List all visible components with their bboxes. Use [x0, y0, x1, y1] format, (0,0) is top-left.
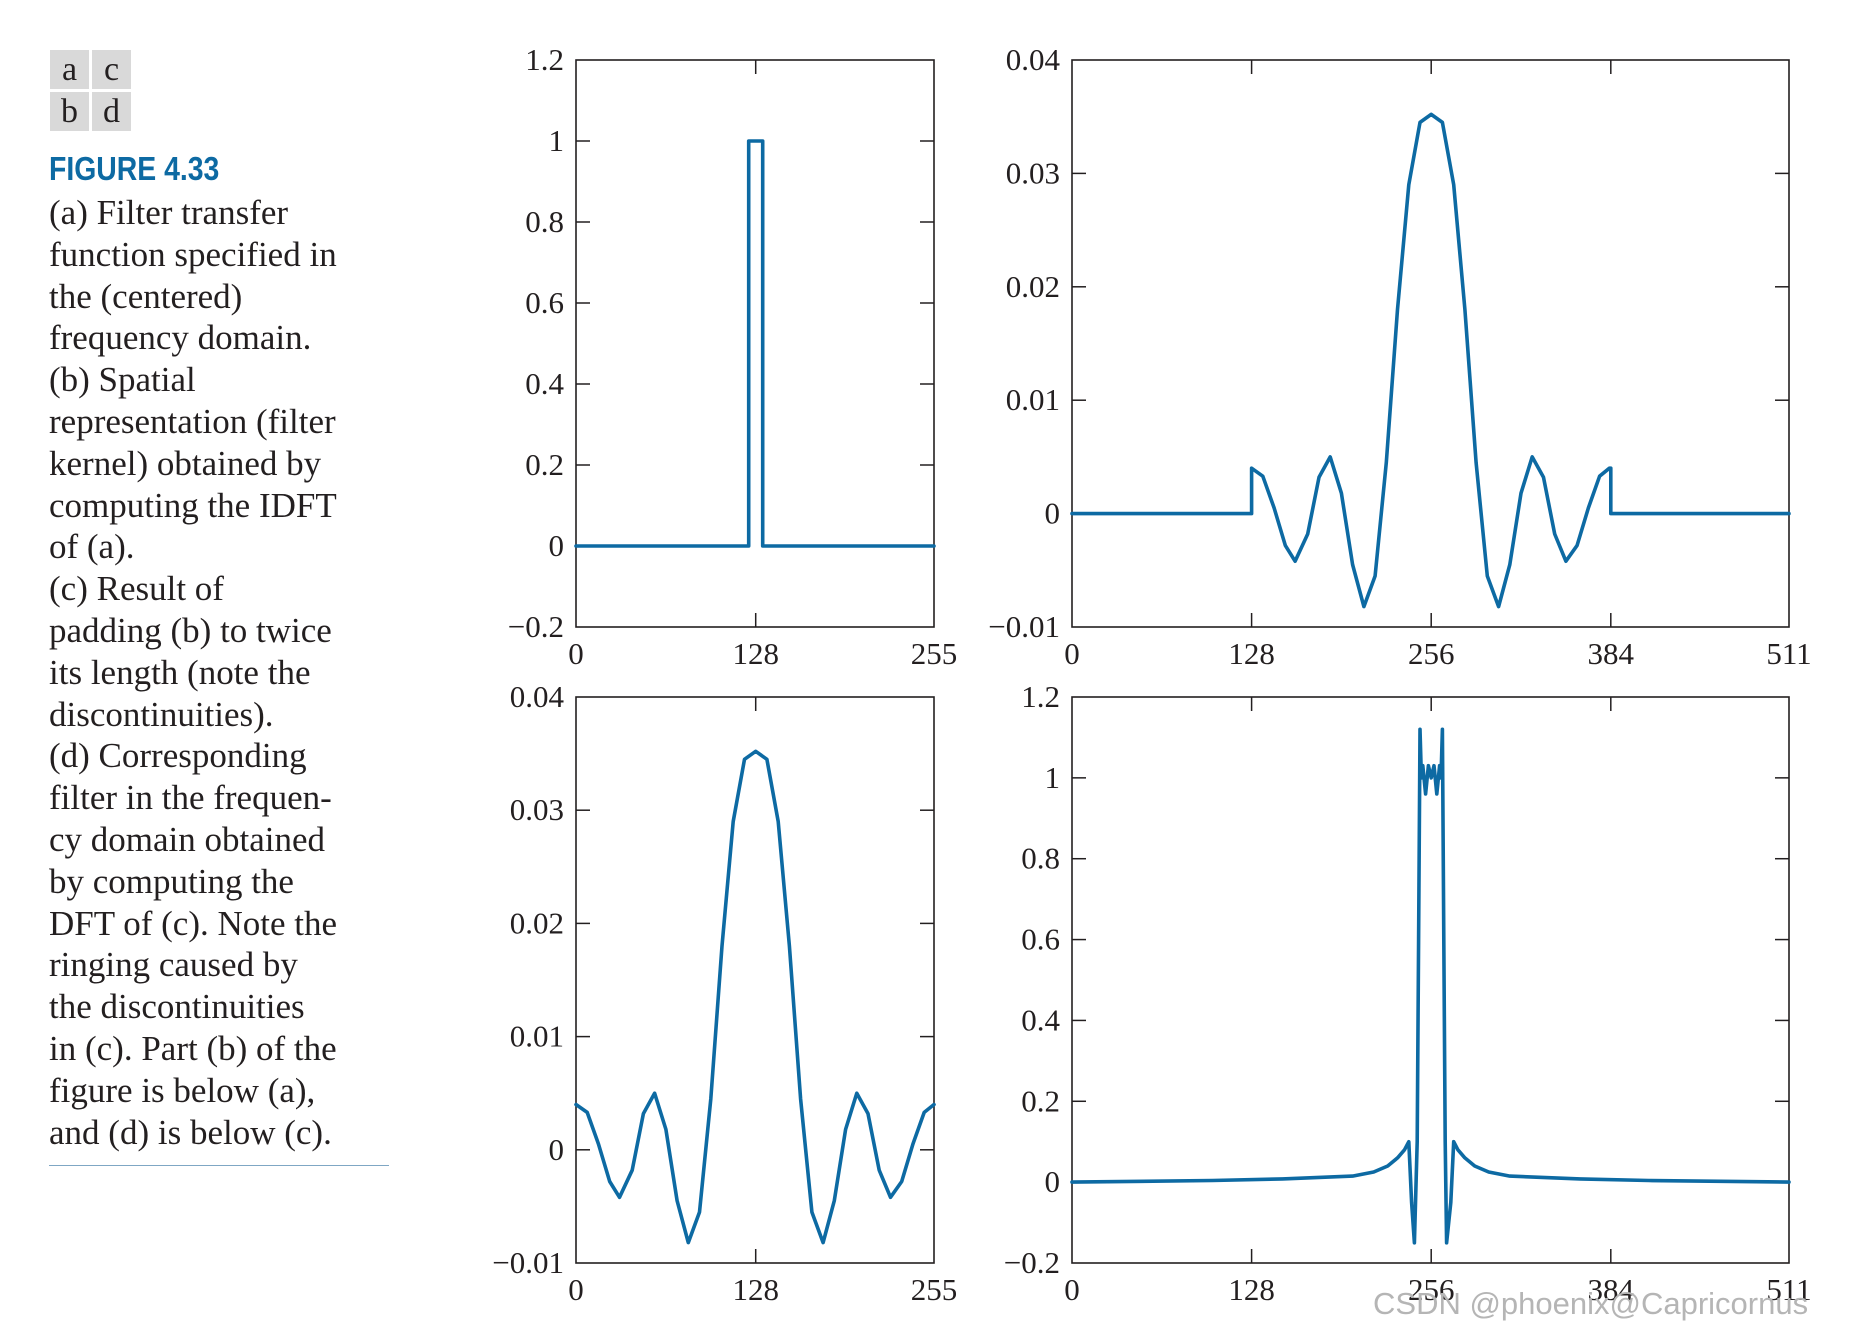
caption-line: (c) Result of — [49, 569, 224, 609]
caption-line: discontinuities). — [49, 694, 274, 734]
figure-label: FIGURE 4.33 — [49, 150, 220, 187]
caption-line: by computing the — [49, 861, 294, 901]
plot-frame-d — [1071, 696, 1790, 1264]
series-line-b — [574, 749, 936, 1245]
y-tick-label: 0 — [549, 1132, 565, 1167]
y-tick-label: 0.02 — [510, 905, 564, 940]
x-tick-label: 255 — [911, 636, 958, 671]
x-tick-label: 511 — [1766, 1272, 1811, 1307]
x-tick-label: 0 — [1064, 1272, 1080, 1307]
x-tick-label: 384 — [1588, 636, 1635, 671]
x-tick-label: 511 — [1766, 636, 1811, 671]
y-tick-label: 0 — [1045, 1164, 1061, 1199]
caption-line: DFT of (c). Note the — [49, 903, 338, 943]
caption-line: filter in the frequen- — [49, 778, 332, 818]
y-tick-label: 0.6 — [525, 285, 564, 320]
caption-line: (d) Corresponding — [49, 736, 307, 776]
caption-divider — [49, 1165, 389, 1166]
figure-caption: (a) Filter transfer function specified i… — [49, 192, 399, 1153]
caption-line: ringing caused by — [49, 945, 298, 985]
caption-line: its length (note the — [49, 652, 311, 692]
plot-frame-c — [1071, 59, 1790, 628]
y-tick-label: 0.03 — [1006, 155, 1060, 190]
series-line-d — [1070, 727, 1791, 1245]
y-tick-label: 0.01 — [1006, 382, 1060, 417]
watermark: CSDN @phoenix@Capricornus — [1373, 1286, 1809, 1321]
y-tick-label: 0.8 — [1021, 841, 1060, 876]
y-tick-label: 1 — [549, 123, 565, 158]
plot-frame-a — [575, 59, 935, 628]
x-tick-label: 128 — [732, 1272, 779, 1307]
caption-line: figure is below (a), — [49, 1070, 316, 1110]
y-tick-label: 1 — [1045, 760, 1061, 795]
y-tick-label: 0.01 — [510, 1019, 564, 1054]
x-tick-label: 0 — [568, 1272, 584, 1307]
x-tick-label: 0 — [1064, 636, 1080, 671]
y-tick-label: 1.2 — [525, 42, 564, 77]
caption-line: the discontinuities — [49, 987, 305, 1027]
caption-line: (b) Spatial — [49, 360, 196, 400]
caption-line: the (centered) — [49, 276, 243, 316]
x-tick-label: 255 — [911, 1272, 958, 1307]
y-tick-label: 0.4 — [525, 366, 564, 401]
x-tick-label: 256 — [1408, 636, 1455, 671]
caption-line: frequency domain. — [49, 318, 312, 358]
plot-panel-d: −0.200.20.40.60.811.20 128 256 384 511 — [1004, 679, 1812, 1307]
panel-key-d: d — [92, 92, 131, 131]
plot-panel-a: −0.200.20.40.60.811.20 128 255 — [508, 42, 957, 671]
y-tick-label: 0.02 — [1006, 269, 1060, 304]
caption-line: function specified in — [49, 234, 337, 274]
caption-line: and (d) is below (c). — [49, 1112, 332, 1152]
caption-line: in (c). Part (b) of the — [49, 1028, 337, 1068]
caption-line: (a) Filter transfer — [49, 193, 289, 232]
y-tick-label: 0.4 — [1021, 1002, 1060, 1037]
series-line-a — [574, 139, 936, 548]
caption-line: padding (b) to twice — [49, 610, 332, 650]
y-tick-label: −0.01 — [988, 609, 1060, 644]
y-tick-label: −0.01 — [492, 1245, 564, 1280]
caption-line: of (a). — [49, 527, 135, 567]
caption-line: computing the IDFT — [49, 485, 337, 525]
y-tick-label: −0.2 — [508, 609, 564, 644]
panel-key-c: c — [92, 50, 131, 89]
y-tick-label: −0.2 — [1004, 1245, 1060, 1280]
y-tick-label: 1.2 — [1021, 679, 1060, 714]
caption-line: kernel) obtained by — [49, 443, 322, 483]
x-tick-label: 256 — [1408, 1272, 1455, 1307]
x-tick-label: 0 — [568, 636, 584, 671]
y-tick-label: 0.6 — [1021, 922, 1060, 957]
y-tick-label: 0.8 — [525, 204, 564, 239]
caption-line: cy domain obtained — [49, 819, 326, 859]
y-tick-label: 0.04 — [510, 679, 565, 714]
y-tick-label: 0 — [549, 528, 565, 563]
y-tick-label: 0.04 — [1006, 42, 1061, 77]
y-tick-label: 0 — [1045, 496, 1061, 531]
y-tick-label: 0.2 — [525, 447, 564, 482]
panel-key-b: b — [50, 92, 89, 131]
x-tick-label: 128 — [732, 636, 779, 671]
y-tick-label: 0.03 — [510, 792, 564, 827]
series-line-c — [1070, 112, 1791, 609]
caption-line: representation (filter — [49, 401, 336, 441]
panel-key: a c b d — [50, 50, 131, 131]
panel-key-a: a — [50, 50, 89, 89]
y-tick-label: 0.2 — [1021, 1083, 1060, 1118]
x-tick-label: 384 — [1588, 1272, 1635, 1307]
x-tick-label: 128 — [1228, 636, 1275, 671]
x-tick-label: 128 — [1228, 1272, 1275, 1307]
